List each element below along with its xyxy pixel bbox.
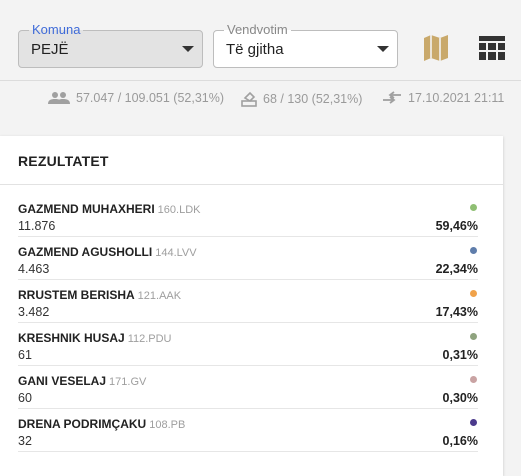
party-color-dot <box>470 290 477 297</box>
party-color-dot <box>470 376 477 383</box>
stations-stat: 68 / 130 (52,31%) <box>241 91 362 107</box>
candidate-votes: 3.482 <box>18 305 50 319</box>
candidate-percent: 22,34% <box>435 262 478 276</box>
party-color-dot <box>470 204 477 211</box>
candidate-votes: 61 <box>18 348 32 362</box>
party-color-dot <box>470 419 477 426</box>
candidate-percent: 0,31% <box>442 348 478 362</box>
candidate-percent: 0,16% <box>442 434 478 448</box>
stats-bar: 57.047 / 109.051 (52,31%) 68 / 130 (52,3… <box>0 81 521 121</box>
updated-value: 17.10.2021 21:11 <box>408 91 505 105</box>
sync-arrows-icon <box>383 91 401 104</box>
candidate-code: 144.LVV <box>155 247 197 259</box>
candidate-code: 108.PB <box>149 419 186 431</box>
results-card: REZULTATET GAZMEND MUHAXHERI 160.LDK 11.8… <box>0 136 503 476</box>
komuna-value: PEJË <box>31 41 69 58</box>
stations-value: 68 / 130 (52,31%) <box>263 92 363 106</box>
vendvotim-value: Të gjitha <box>226 41 284 58</box>
candidate-row[interactable]: DRENA PODRIMÇAKU 108.PB 32 0,16% <box>18 415 478 452</box>
candidate-code: 121.AAK <box>137 290 182 302</box>
candidate-name: RRUSTEM BERISHA 121.AAK <box>18 288 182 302</box>
vendvotim-select[interactable]: Vendvotim Të gjitha <box>213 22 398 68</box>
candidate-name: GAZMEND AGUSHOLLI 144.LVV <box>18 245 197 259</box>
chevron-down-icon <box>182 46 194 52</box>
candidate-name: DRENA PODRIMÇAKU 108.PB <box>18 417 186 431</box>
candidate-row[interactable]: GANI VESELAJ 171.GV 60 0,30% <box>18 372 478 409</box>
candidate-votes: 60 <box>18 391 32 405</box>
candidate-percent: 0,30% <box>442 391 478 405</box>
map-icon[interactable] <box>422 33 450 63</box>
candidate-row[interactable]: KRESHNIK HUSAJ 112.PDU 61 0,31% <box>18 329 478 366</box>
candidate-percent: 17,43% <box>435 305 478 319</box>
people-icon <box>48 92 70 104</box>
candidate-code: 171.GV <box>109 376 147 388</box>
candidate-votes: 32 <box>18 434 32 448</box>
chevron-down-icon <box>377 46 389 52</box>
candidate-votes: 11.876 <box>18 219 56 233</box>
candidate-name: GANI VESELAJ 171.GV <box>18 374 147 388</box>
candidate-row[interactable]: RRUSTEM BERISHA 121.AAK 3.482 17,43% <box>18 286 478 323</box>
candidate-code: 112.PDU <box>127 333 172 345</box>
candidate-name: KRESHNIK HUSAJ 112.PDU <box>18 331 172 345</box>
komuna-select[interactable]: Komuna PEJË <box>18 22 203 68</box>
voters-value: 57.047 / 109.051 (52,31%) <box>76 91 225 105</box>
candidate-name: GAZMEND MUHAXHERI 160.LDK <box>18 202 201 216</box>
divider <box>0 184 503 185</box>
updated-stat: 17.10.2021 21:11 <box>382 91 504 105</box>
candidate-row[interactable]: GAZMEND AGUSHOLLI 144.LVV 4.463 22,34% <box>18 243 478 280</box>
party-color-dot <box>470 333 477 340</box>
candidate-votes: 4.463 <box>18 262 50 276</box>
candidate-row[interactable]: GAZMEND MUHAXHERI 160.LDK 11.876 59,46% <box>18 200 478 237</box>
voters-stat: 57.047 / 109.051 (52,31%) <box>48 91 224 105</box>
vendvotim-label: Vendvotim <box>224 22 291 38</box>
party-color-dot <box>470 247 477 254</box>
komuna-label: Komuna <box>29 22 84 38</box>
results-title: REZULTATET <box>18 153 109 169</box>
table-icon[interactable] <box>478 33 506 63</box>
candidate-code: 160.LDK <box>157 204 201 216</box>
top-bar: Komuna PEJË Vendvotim Të gjitha <box>0 0 521 81</box>
ballot-box-icon <box>241 91 257 107</box>
candidate-percent: 59,46% <box>435 219 478 233</box>
